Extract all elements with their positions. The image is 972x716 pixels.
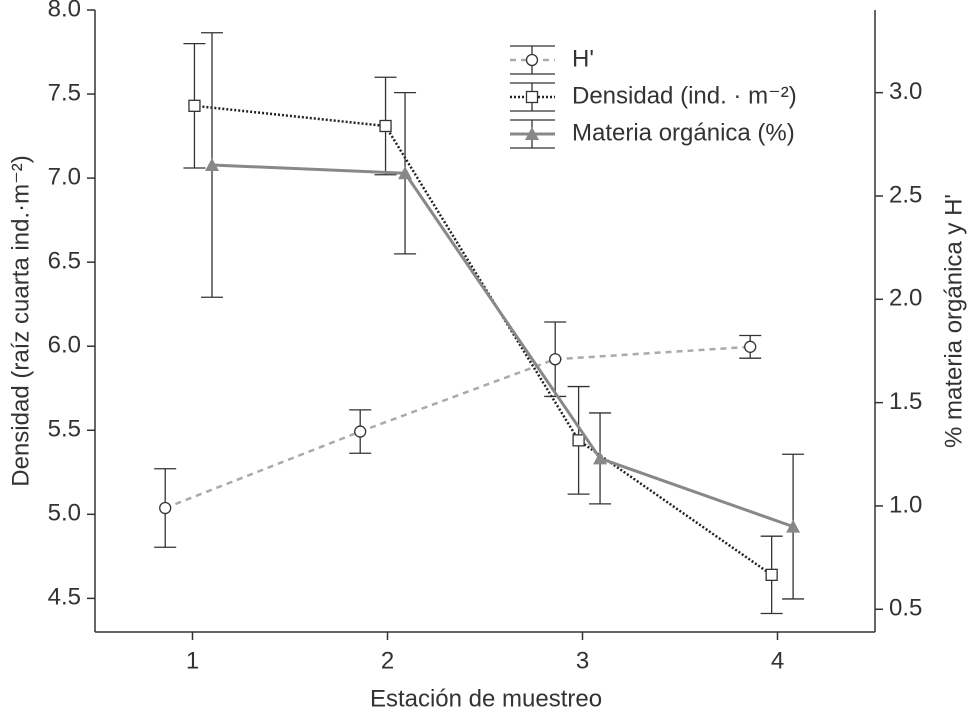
legend-label: Densidad (ind. · m⁻²) <box>572 82 797 109</box>
series-line <box>211 163 794 529</box>
point <box>572 434 585 447</box>
point <box>744 340 757 353</box>
y-tick-label: 6.5 <box>48 248 81 275</box>
legend-label: H' <box>572 45 594 72</box>
y2-axis-label: % materia orgánica y H' <box>940 194 967 448</box>
y2-tick-label: 0.5 <box>889 595 922 622</box>
y-tick-label: 5.0 <box>48 500 81 527</box>
x-tick-label: 4 <box>771 647 784 674</box>
y-axis-label: Densidad (raíz cuarta ind.·m⁻²) <box>7 155 34 486</box>
point <box>188 99 201 112</box>
y2-tick-label: 3.0 <box>889 78 922 105</box>
point <box>593 451 608 465</box>
x-axis-label: Estación de muestreo <box>370 685 602 712</box>
point <box>398 166 413 180</box>
x-tick-label: 1 <box>186 647 199 674</box>
point <box>159 501 172 515</box>
y-tick-label: 7.5 <box>48 79 81 106</box>
point <box>765 568 778 581</box>
y-tick-label: 4.5 <box>48 584 81 611</box>
point <box>379 119 392 133</box>
legend-marker <box>525 90 539 104</box>
legend-marker <box>525 53 539 67</box>
legend-marker <box>525 127 539 140</box>
y-tick-label: 6.0 <box>48 332 81 359</box>
series-line <box>164 345 751 510</box>
y-tick-label: 5.5 <box>48 416 81 443</box>
x-tick-label: 3 <box>576 647 589 674</box>
y2-tick-label: 1.5 <box>889 388 922 415</box>
y-tick-label: 8.0 <box>48 0 81 22</box>
point <box>354 425 367 438</box>
point <box>786 519 801 533</box>
y2-tick-label: 1.0 <box>889 491 922 518</box>
series-line <box>194 104 773 576</box>
point <box>549 353 562 366</box>
point <box>205 157 219 171</box>
y2-tick-label: 2.0 <box>889 285 922 312</box>
y2-tick-label: 2.5 <box>889 181 922 208</box>
legend-label: Materia orgánica (%) <box>572 119 795 146</box>
y-tick-label: 7.0 <box>48 163 81 190</box>
x-tick-label: 2 <box>381 647 394 674</box>
